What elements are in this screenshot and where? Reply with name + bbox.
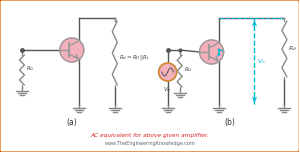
Circle shape: [60, 38, 84, 62]
Circle shape: [159, 63, 177, 81]
Text: (a): (a): [67, 117, 77, 126]
Text: $R_d$: $R_d$: [288, 45, 298, 54]
Text: $V_o$: $V_o$: [257, 57, 266, 66]
Circle shape: [200, 40, 224, 64]
Text: $R_d = R_D || R_L$: $R_d = R_D || R_L$: [119, 54, 150, 62]
Text: $R_G$: $R_G$: [184, 66, 192, 74]
Text: www.TheEngineeringKnowledge.com: www.TheEngineeringKnowledge.com: [104, 140, 195, 145]
Text: $V_{in}$: $V_{in}$: [163, 85, 172, 94]
Text: (b): (b): [224, 117, 235, 126]
Text: $R_G$: $R_G$: [26, 65, 34, 73]
Text: AC equivalent for above given amplifier.: AC equivalent for above given amplifier.: [90, 133, 209, 138]
